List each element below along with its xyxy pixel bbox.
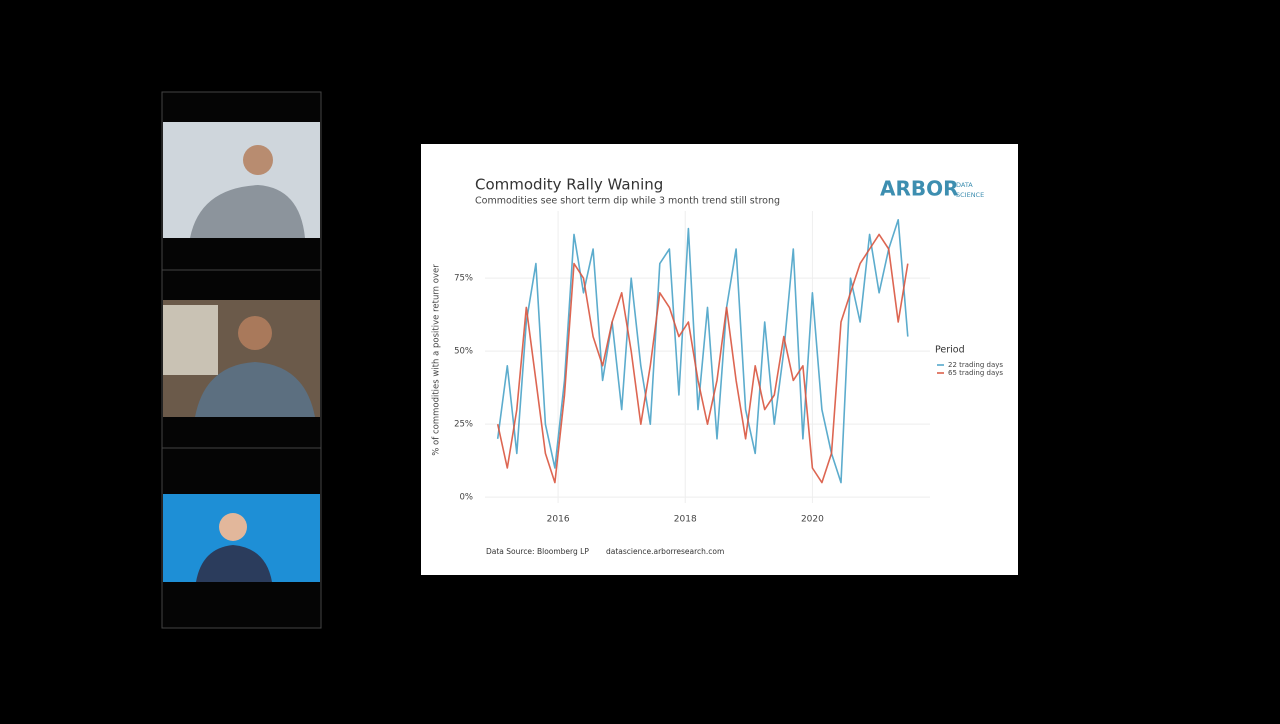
- y-axis-label: % of commodities with a positive return …: [432, 264, 442, 456]
- source-url: datascience.arborresearch.com: [606, 547, 724, 556]
- legend-title: Period: [935, 345, 965, 356]
- participant: [238, 316, 272, 350]
- x-tick-label: 2018: [674, 515, 697, 525]
- y-tick-label: 50%: [454, 347, 473, 357]
- logo: ARBOR: [880, 177, 959, 201]
- legend-label: 22 trading days: [948, 361, 1003, 369]
- series-line: [496, 219, 909, 484]
- participant: [219, 513, 247, 541]
- participant: [243, 145, 273, 175]
- video-panel: [161, 91, 322, 629]
- y-tick-label: 0%: [460, 493, 474, 503]
- logo-tagline: DATA: [956, 181, 973, 189]
- x-tick-label: 2020: [801, 515, 824, 525]
- x-tick-label: 2016: [547, 515, 570, 525]
- chart-title: Commodity Rally Waning: [475, 176, 663, 194]
- chart-subtitle: Commodities see short term dip while 3 m…: [475, 196, 780, 207]
- source-note: Data Source: Bloomberg LP: [486, 547, 589, 556]
- participant: [196, 545, 272, 582]
- participant: [190, 185, 305, 238]
- participant: [195, 362, 315, 417]
- legend-label: 65 trading days: [948, 369, 1003, 377]
- chart: Commodity Rally Waning Commodities see s…: [432, 176, 1004, 557]
- window: [163, 305, 218, 375]
- logo-tagline: SCIENCE: [956, 191, 984, 199]
- y-tick-label: 75%: [454, 274, 473, 284]
- series-line: [496, 233, 909, 484]
- y-tick-label: 25%: [454, 420, 473, 430]
